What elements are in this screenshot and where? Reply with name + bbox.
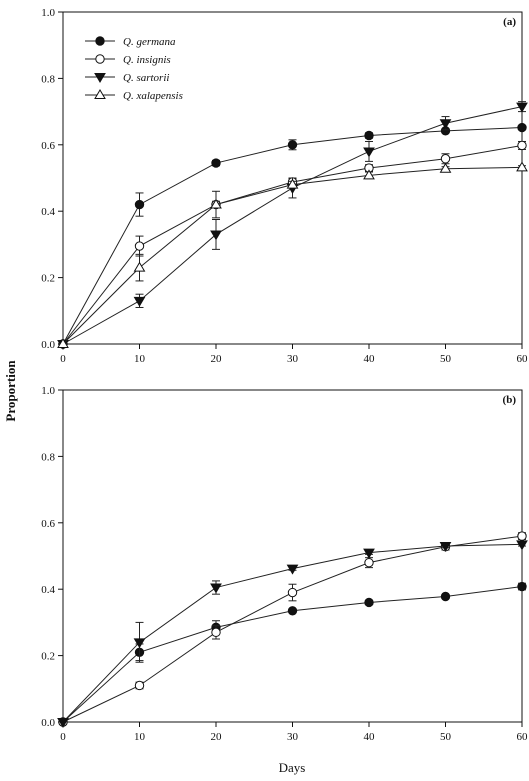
x-tick-label: 10 [134,353,146,365]
y-tick-label: 0.6 [41,140,55,152]
chart-panel-2: 0.0 0.2 0.4 0.6 0.8 1.0 0 10 20 30 40 50 60 (b) [41,385,528,743]
y-tick-label: 0.4 [41,584,55,596]
x-tick-label: 30 [287,353,299,365]
data-point [133,296,146,307]
series-open-triangle-up [57,161,528,348]
data-point [57,338,69,348]
data-point [364,557,374,568]
y-tick-label: 0.0 [41,339,55,351]
legend-marker [95,36,105,46]
data-point [133,638,146,649]
data-point [516,102,528,113]
y-tick-label: 0.2 [41,273,55,285]
y-tick-label: 0.4 [41,206,55,218]
data-point [516,161,528,172]
y-tick-label: 1.0 [41,7,55,19]
x-tick-label: 40 [364,731,376,743]
data-point [134,680,145,691]
data-point [287,606,298,616]
series-open-circle [58,531,527,727]
series-line [62,144,523,345]
series-line [62,127,523,345]
chart-panel-1: 0.0 0.2 0.4 0.6 0.8 1.0 0 10 20 30 40 50 60 (a) Q. ger… [41,7,528,365]
series-filled-circle [58,581,527,727]
panel-label: (a) [503,16,516,28]
y-tick-label: 0.6 [41,518,55,530]
data-point [57,718,69,728]
legend-entry: Q. insignis [123,54,171,66]
data-point [364,130,374,141]
legend-entry: Q. sartorii [123,72,169,84]
data-point [363,548,375,559]
data-point [440,591,451,602]
data-point [211,627,221,638]
x-tick-label: 40 [364,353,376,365]
x-tick-label: 10 [134,731,146,743]
data-point [439,542,452,553]
data-point [517,140,527,151]
data-point [133,261,146,272]
data-point [134,241,145,251]
x-tick-label: 20 [211,731,223,743]
plot-frame [62,389,523,723]
data-point [439,162,452,173]
series-line [62,535,523,723]
data-point [287,140,298,150]
panel-label: (b) [503,394,517,406]
data-point [363,169,375,180]
x-tick-label: 30 [287,731,299,743]
data-point [440,154,451,164]
data-point [439,119,452,130]
data-point [517,581,527,592]
legend-marker [94,73,106,83]
x-tick-label: 50 [440,353,452,365]
x-axis-title: Days [279,760,306,775]
series-filled-circle [58,122,527,349]
x-tick-label: 0 [60,353,66,365]
data-point [210,230,222,241]
y-tick-label: 0.8 [41,451,55,463]
data-point [134,199,145,210]
data-point [516,540,528,551]
x-tick-label: 60 [517,353,529,365]
data-point [517,122,527,133]
x-tick-label: 0 [60,731,66,743]
legend-marker [94,89,106,99]
legend-marker [95,54,105,64]
data-point [364,597,374,608]
series-filled-triangle-down [57,540,528,728]
data-point [210,583,222,594]
x-tick-label: 20 [211,353,223,365]
data-point [211,158,221,168]
legend: Q. germana Q. insignis Q. sartorii Q. xalap… [85,36,183,102]
series-open-circle [58,140,527,349]
data-point [210,198,222,209]
data-point [286,564,299,575]
y-axis-title: Proportion [3,360,18,422]
data-point [363,147,375,158]
y-tick-label: 0.0 [41,717,55,729]
x-tick-label: 60 [517,731,529,743]
data-point [286,178,299,189]
legend-entry: Q. xalapensis [123,90,183,102]
y-tick-label: 1.0 [41,385,55,397]
legend-entry: Q. germana [123,36,176,48]
y-tick-label: 0.8 [41,73,55,85]
data-point [517,531,527,541]
x-tick-label: 50 [440,731,452,743]
data-point [287,587,298,598]
y-tick-label: 0.2 [41,651,55,663]
